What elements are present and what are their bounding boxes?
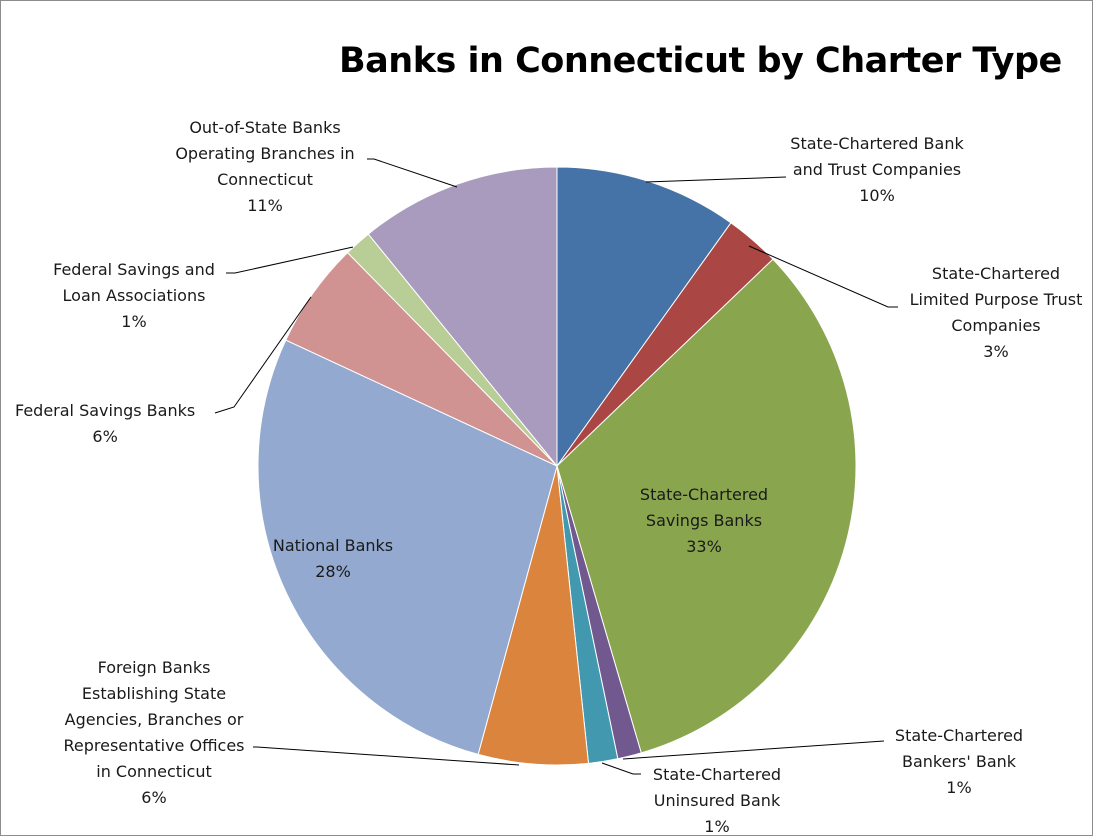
slice-name: Federal Savings and Loan Associations bbox=[53, 260, 215, 305]
slice-percent: 11% bbox=[247, 196, 283, 215]
data-label: National Banks 28% bbox=[273, 533, 393, 585]
pie-slice bbox=[367, 166, 558, 468]
slice-percent: 6% bbox=[92, 427, 118, 446]
slice-name: State-Chartered Savings Banks bbox=[639, 485, 769, 530]
leader-line bbox=[214, 296, 312, 414]
slice-name: State-Chartered Uninsured Bank bbox=[652, 765, 782, 810]
slice-percent: 28% bbox=[315, 562, 351, 581]
slice-percent: 6% bbox=[141, 788, 167, 807]
leader-line bbox=[601, 762, 641, 775]
data-label: Federal Savings Banks 6% bbox=[15, 398, 195, 450]
data-label: State-Chartered Savings Banks 33% bbox=[640, 482, 768, 560]
data-label: State-Chartered Uninsured Bank 1% bbox=[653, 762, 781, 840]
slice-name: State-Chartered Bankers' Bank bbox=[894, 726, 1024, 771]
slice-name: National Banks bbox=[272, 536, 394, 555]
slice-name: Federal Savings Banks bbox=[15, 401, 196, 420]
slice-percent: 3% bbox=[983, 342, 1009, 361]
leader-line bbox=[226, 246, 354, 274]
data-label: State-Chartered Bank and Trust Companies… bbox=[790, 131, 963, 209]
data-label: State-Chartered Bankers' Bank 1% bbox=[895, 723, 1023, 801]
leader-line bbox=[253, 746, 520, 766]
slice-percent: 10% bbox=[859, 186, 895, 205]
leader-line bbox=[645, 176, 787, 183]
data-label: Out-of-State Banks Operating Branches in… bbox=[175, 115, 354, 219]
pie-slice bbox=[556, 258, 857, 754]
slice-percent: 1% bbox=[946, 778, 972, 797]
pie-slice bbox=[556, 166, 732, 468]
leader-line bbox=[622, 740, 885, 760]
slice-percent: 33% bbox=[686, 537, 722, 556]
slice-percent: 1% bbox=[704, 817, 730, 836]
slice-name: State-Chartered Limited Purpose Trust Co… bbox=[909, 264, 1083, 335]
data-label: Foreign Banks Establishing State Agencie… bbox=[63, 655, 244, 811]
slice-name: Foreign Banks Establishing State Agencie… bbox=[63, 658, 245, 781]
data-label: State-Chartered Limited Purpose Trust Co… bbox=[910, 261, 1083, 365]
data-label: Federal Savings and Loan Associations 1% bbox=[53, 257, 215, 335]
slice-name: State-Chartered Bank and Trust Companies bbox=[790, 134, 964, 179]
chart-title: Banks in Connecticut by Charter Type bbox=[339, 41, 1062, 81]
leader-line bbox=[367, 158, 458, 188]
slice-percent: 1% bbox=[121, 312, 147, 331]
pie-slice bbox=[257, 339, 558, 756]
leader-line bbox=[748, 245, 898, 308]
slice-name: Out-of-State Banks Operating Branches in… bbox=[175, 118, 355, 189]
